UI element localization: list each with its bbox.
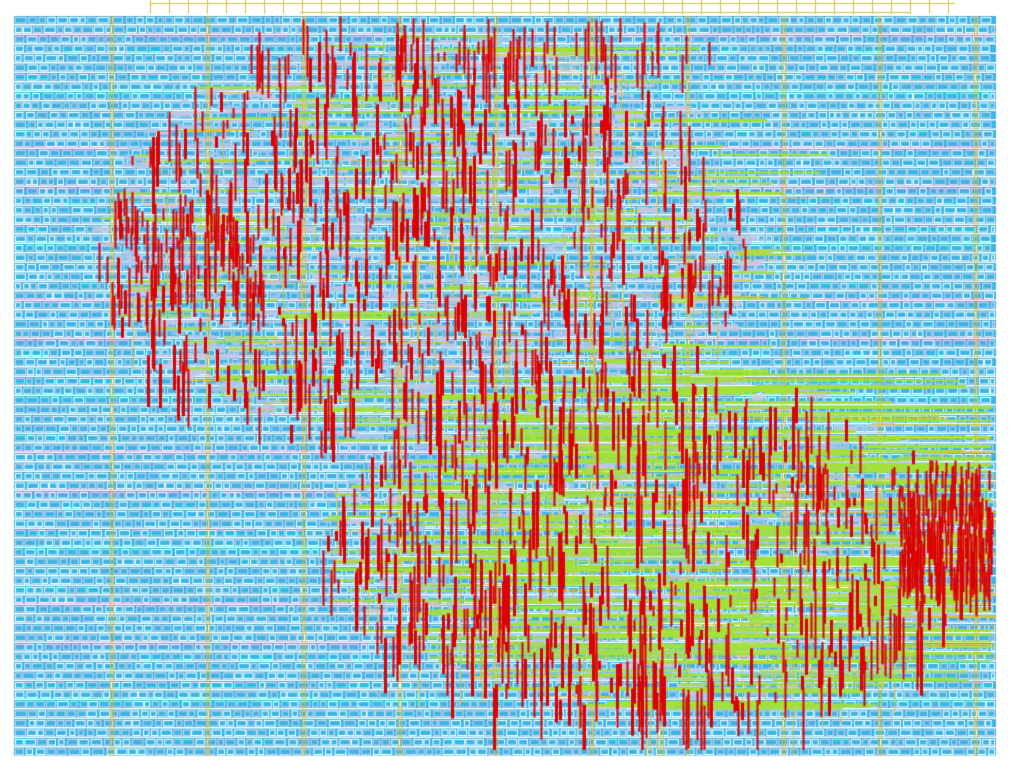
routing-layout-canvas[interactable]	[0, 0, 1010, 774]
layout-viewport[interactable]	[0, 0, 1010, 774]
